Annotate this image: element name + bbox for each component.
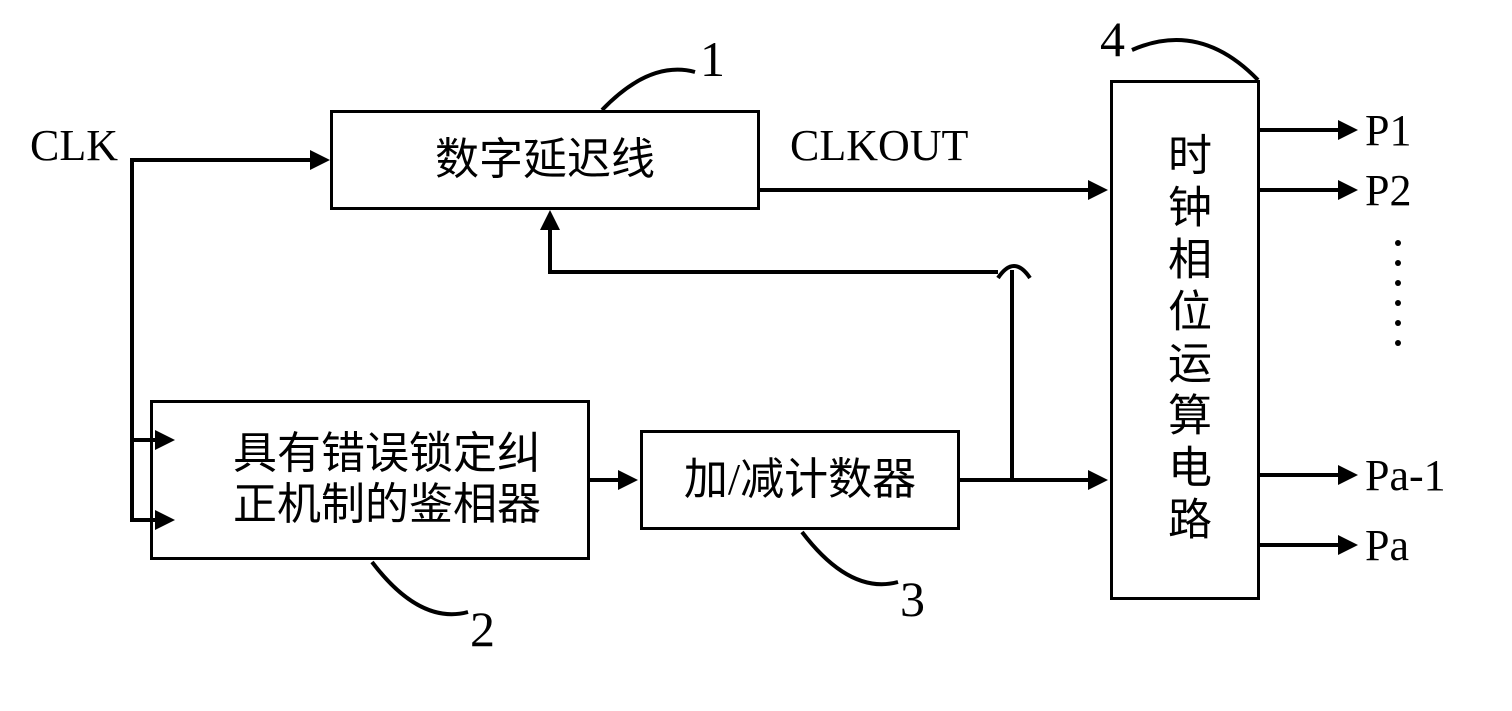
block-phase-calc-label: 时钟相位运算电路 <box>1153 132 1217 548</box>
block-phase-calc: 时钟相位运算电路 <box>1110 80 1260 600</box>
wire-into-block2-top <box>130 438 160 442</box>
block-counter-label: 加/减计数器 <box>680 451 920 510</box>
leader-3 <box>800 530 910 600</box>
block-diagram: CLK 数字延迟线 具有错误锁定纠 正机制的鉴相器 加/减计数器 时钟相位运算电… <box>0 0 1512 711</box>
block-delay-line-label: 数字延迟线 <box>431 131 659 190</box>
num-label-4: 4 <box>1100 10 1125 68</box>
arrow-out-pa <box>1260 543 1340 547</box>
wire-into-block2-bot <box>130 518 160 522</box>
wire-hop <box>996 260 1032 284</box>
wire-counter-up-v <box>1010 270 1014 482</box>
arrowhead-out-p2 <box>1338 180 1358 200</box>
output-p1-label: P1 <box>1365 105 1411 156</box>
arrow-out-p2 <box>1260 188 1340 192</box>
arrow-clk-to-block1 <box>130 158 310 162</box>
wire-counter-up-h <box>548 270 998 274</box>
arrowhead-clk-to-block1 <box>310 150 330 170</box>
arrowhead-into-block4-lower <box>1088 470 1108 490</box>
leader-1 <box>600 60 710 120</box>
leader-4 <box>1130 30 1270 90</box>
output-pa1-label: Pa-1 <box>1365 450 1446 501</box>
output-ellipsis <box>1395 240 1401 346</box>
block-delay-line: 数字延迟线 <box>330 110 760 210</box>
output-pa-label: Pa <box>1365 520 1409 571</box>
clk-input-label: CLK <box>30 120 118 171</box>
wire-block3-out-h <box>960 478 1090 482</box>
arrowhead-block2-to-block3 <box>618 470 638 490</box>
arrowhead-out-pa1 <box>1338 465 1358 485</box>
arrowhead-clkout-to-block4 <box>1088 180 1108 200</box>
arrow-out-p1 <box>1260 128 1340 132</box>
arrow-block2-to-block3 <box>590 478 620 482</box>
block-phase-detector: 具有错误锁定纠 正机制的鉴相器 <box>150 400 590 560</box>
arrowhead-out-pa <box>1338 535 1358 555</box>
arrow-out-pa1 <box>1260 473 1340 477</box>
output-p2-label: P2 <box>1365 165 1411 216</box>
wire-clkout-to-block4 <box>760 188 1090 192</box>
wire-clk-vertical <box>130 158 134 518</box>
leader-2 <box>370 560 480 630</box>
clkout-label: CLKOUT <box>790 120 968 171</box>
arrowhead-into-block1-bottom <box>540 210 560 230</box>
block-phase-detector-label: 具有错误锁定纠 正机制的鉴相器 <box>195 425 545 534</box>
arrowhead-out-p1 <box>1338 120 1358 140</box>
block-counter: 加/减计数器 <box>640 430 960 530</box>
wire-counter-up-v2 <box>548 230 552 274</box>
